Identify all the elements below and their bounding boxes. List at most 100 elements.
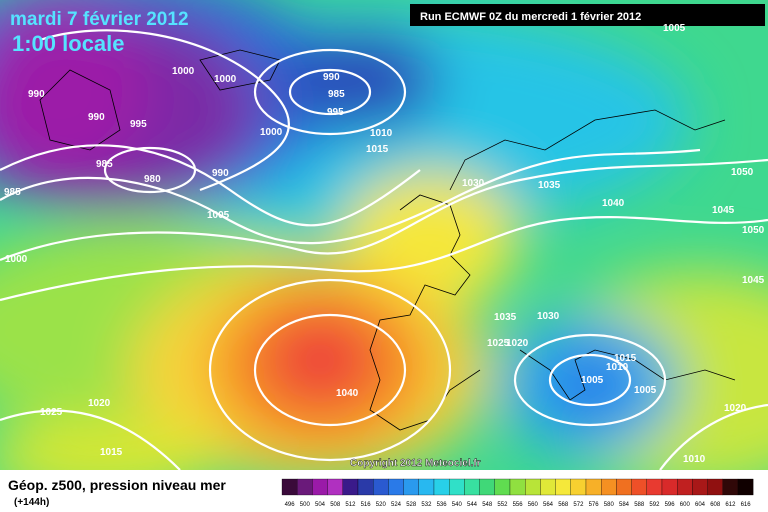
scale-label: 556 xyxy=(513,502,524,508)
scale-label: 604 xyxy=(695,502,706,508)
scale-cell xyxy=(677,478,693,496)
scale-cell xyxy=(555,478,571,496)
scale-cell xyxy=(570,478,587,496)
isobar-label: 1020 xyxy=(724,403,747,414)
scale-cell xyxy=(433,478,450,496)
isobar-label: 1010 xyxy=(606,362,629,373)
scale-label: 596 xyxy=(665,502,676,508)
isobar-label: 1000 xyxy=(214,74,237,85)
isobar-label: 1050 xyxy=(742,225,765,236)
isobar-label: 1020 xyxy=(506,338,529,349)
scale-label: 540 xyxy=(452,502,463,508)
scale-label: 592 xyxy=(649,502,660,508)
isobar-label: 1000 xyxy=(5,254,28,265)
scale-cell xyxy=(418,478,435,496)
isobar-label: 1010 xyxy=(370,128,393,139)
scale-label: 496 xyxy=(285,502,296,508)
scale-label: 536 xyxy=(437,502,448,508)
scale-cell xyxy=(722,478,739,496)
scale-label: 520 xyxy=(376,502,387,508)
scale-cell xyxy=(357,478,374,496)
scale-cell xyxy=(494,478,511,496)
scale-label: 600 xyxy=(680,502,691,508)
map-time: 1:00 locale xyxy=(12,31,125,56)
isobar-label: 990 xyxy=(88,112,105,123)
isobar-label: 1005 xyxy=(581,375,604,386)
scale-label: 616 xyxy=(741,502,752,508)
isobar-label: 1005 xyxy=(207,210,230,221)
scale-cell xyxy=(661,478,678,496)
legend-title: Géop. z500, pression niveau mer xyxy=(8,477,226,493)
scale-label: 564 xyxy=(543,502,554,508)
scale-label: 524 xyxy=(391,502,402,508)
isobar-label: 1050 xyxy=(731,167,754,178)
isobar-label: 1030 xyxy=(537,311,560,322)
scale-cell xyxy=(525,478,541,496)
isobar-label: 1045 xyxy=(742,275,765,286)
geopotential-field xyxy=(0,0,768,470)
isobar-label: 1005 xyxy=(663,23,686,34)
isobar-label: 1025 xyxy=(487,338,510,349)
isobar-label: 990 xyxy=(323,72,340,83)
scale-cell xyxy=(479,478,495,496)
scale-label: 580 xyxy=(604,502,615,508)
isobar-label: 1000 xyxy=(260,127,283,138)
scale-label: 500 xyxy=(300,502,311,508)
scale-cell xyxy=(646,478,663,496)
isobar-label: 1020 xyxy=(88,398,111,409)
isobar-label: 1035 xyxy=(494,312,517,323)
isobar-label: 1015 xyxy=(100,447,123,458)
isobar-label: 1015 xyxy=(614,353,637,364)
scale-label: 576 xyxy=(589,502,600,508)
scale-cell xyxy=(601,478,617,496)
scale-cell xyxy=(297,478,313,496)
isobars xyxy=(0,29,768,470)
scale-cell xyxy=(707,478,723,496)
scale-cell xyxy=(737,478,754,496)
isobar-labels: 990 990 985 1000 1000 995 990 985 995 985 980 990 10… xyxy=(4,23,765,465)
scale-label: 568 xyxy=(558,502,569,508)
isobar-label: 1040 xyxy=(602,198,625,209)
run-box xyxy=(410,4,765,26)
scale-cell xyxy=(373,478,389,496)
scale-label: 528 xyxy=(406,502,417,508)
scale-cell xyxy=(464,478,480,496)
scale-label: 548 xyxy=(482,502,493,508)
isobar-label: 985 xyxy=(96,159,113,170)
scale-cell xyxy=(403,478,419,496)
isobar-label: 1000 xyxy=(172,66,195,77)
legend-subtitle: (+144h) xyxy=(14,497,49,508)
isobar-label: 1035 xyxy=(538,180,561,191)
scale-label: 532 xyxy=(421,502,432,508)
scale-label: 584 xyxy=(619,502,630,508)
isobar-label: 990 xyxy=(212,168,229,179)
isobar-label: 1040 xyxy=(336,388,359,399)
scale-cell xyxy=(388,478,404,496)
scale-label: 608 xyxy=(710,502,721,508)
run-info: Run ECMWF 0Z du mercredi 1 février 2012 xyxy=(420,11,641,23)
scale-cell xyxy=(616,478,632,496)
isobar-label: 1005 xyxy=(634,385,657,396)
color-scale: 496 500 504 508 512 516 520 524 528 532 536 540 544 5… xyxy=(281,478,754,508)
isobar-label: 1025 xyxy=(40,407,63,418)
scale-cell xyxy=(327,478,343,496)
scale-label: 552 xyxy=(497,502,508,508)
isobar-label: 995 xyxy=(327,107,344,118)
isobar-label: 1015 xyxy=(366,144,389,155)
scale-cell xyxy=(692,478,708,496)
scale-label: 508 xyxy=(330,502,341,508)
scale-label: 544 xyxy=(467,502,478,508)
copyright: Copyright 2012 Meteociel.fr xyxy=(350,458,481,469)
isobar-label: 1045 xyxy=(712,205,735,216)
scale-label: 512 xyxy=(345,502,356,508)
isobar-label: 995 xyxy=(130,119,147,130)
scale-cell xyxy=(312,478,328,496)
scale-cell xyxy=(585,478,602,496)
scale-cell xyxy=(342,478,359,496)
scale-label: 588 xyxy=(634,502,645,508)
scale-cell xyxy=(449,478,465,496)
scale-label: 572 xyxy=(573,502,584,508)
isobar-label: 985 xyxy=(328,89,345,100)
